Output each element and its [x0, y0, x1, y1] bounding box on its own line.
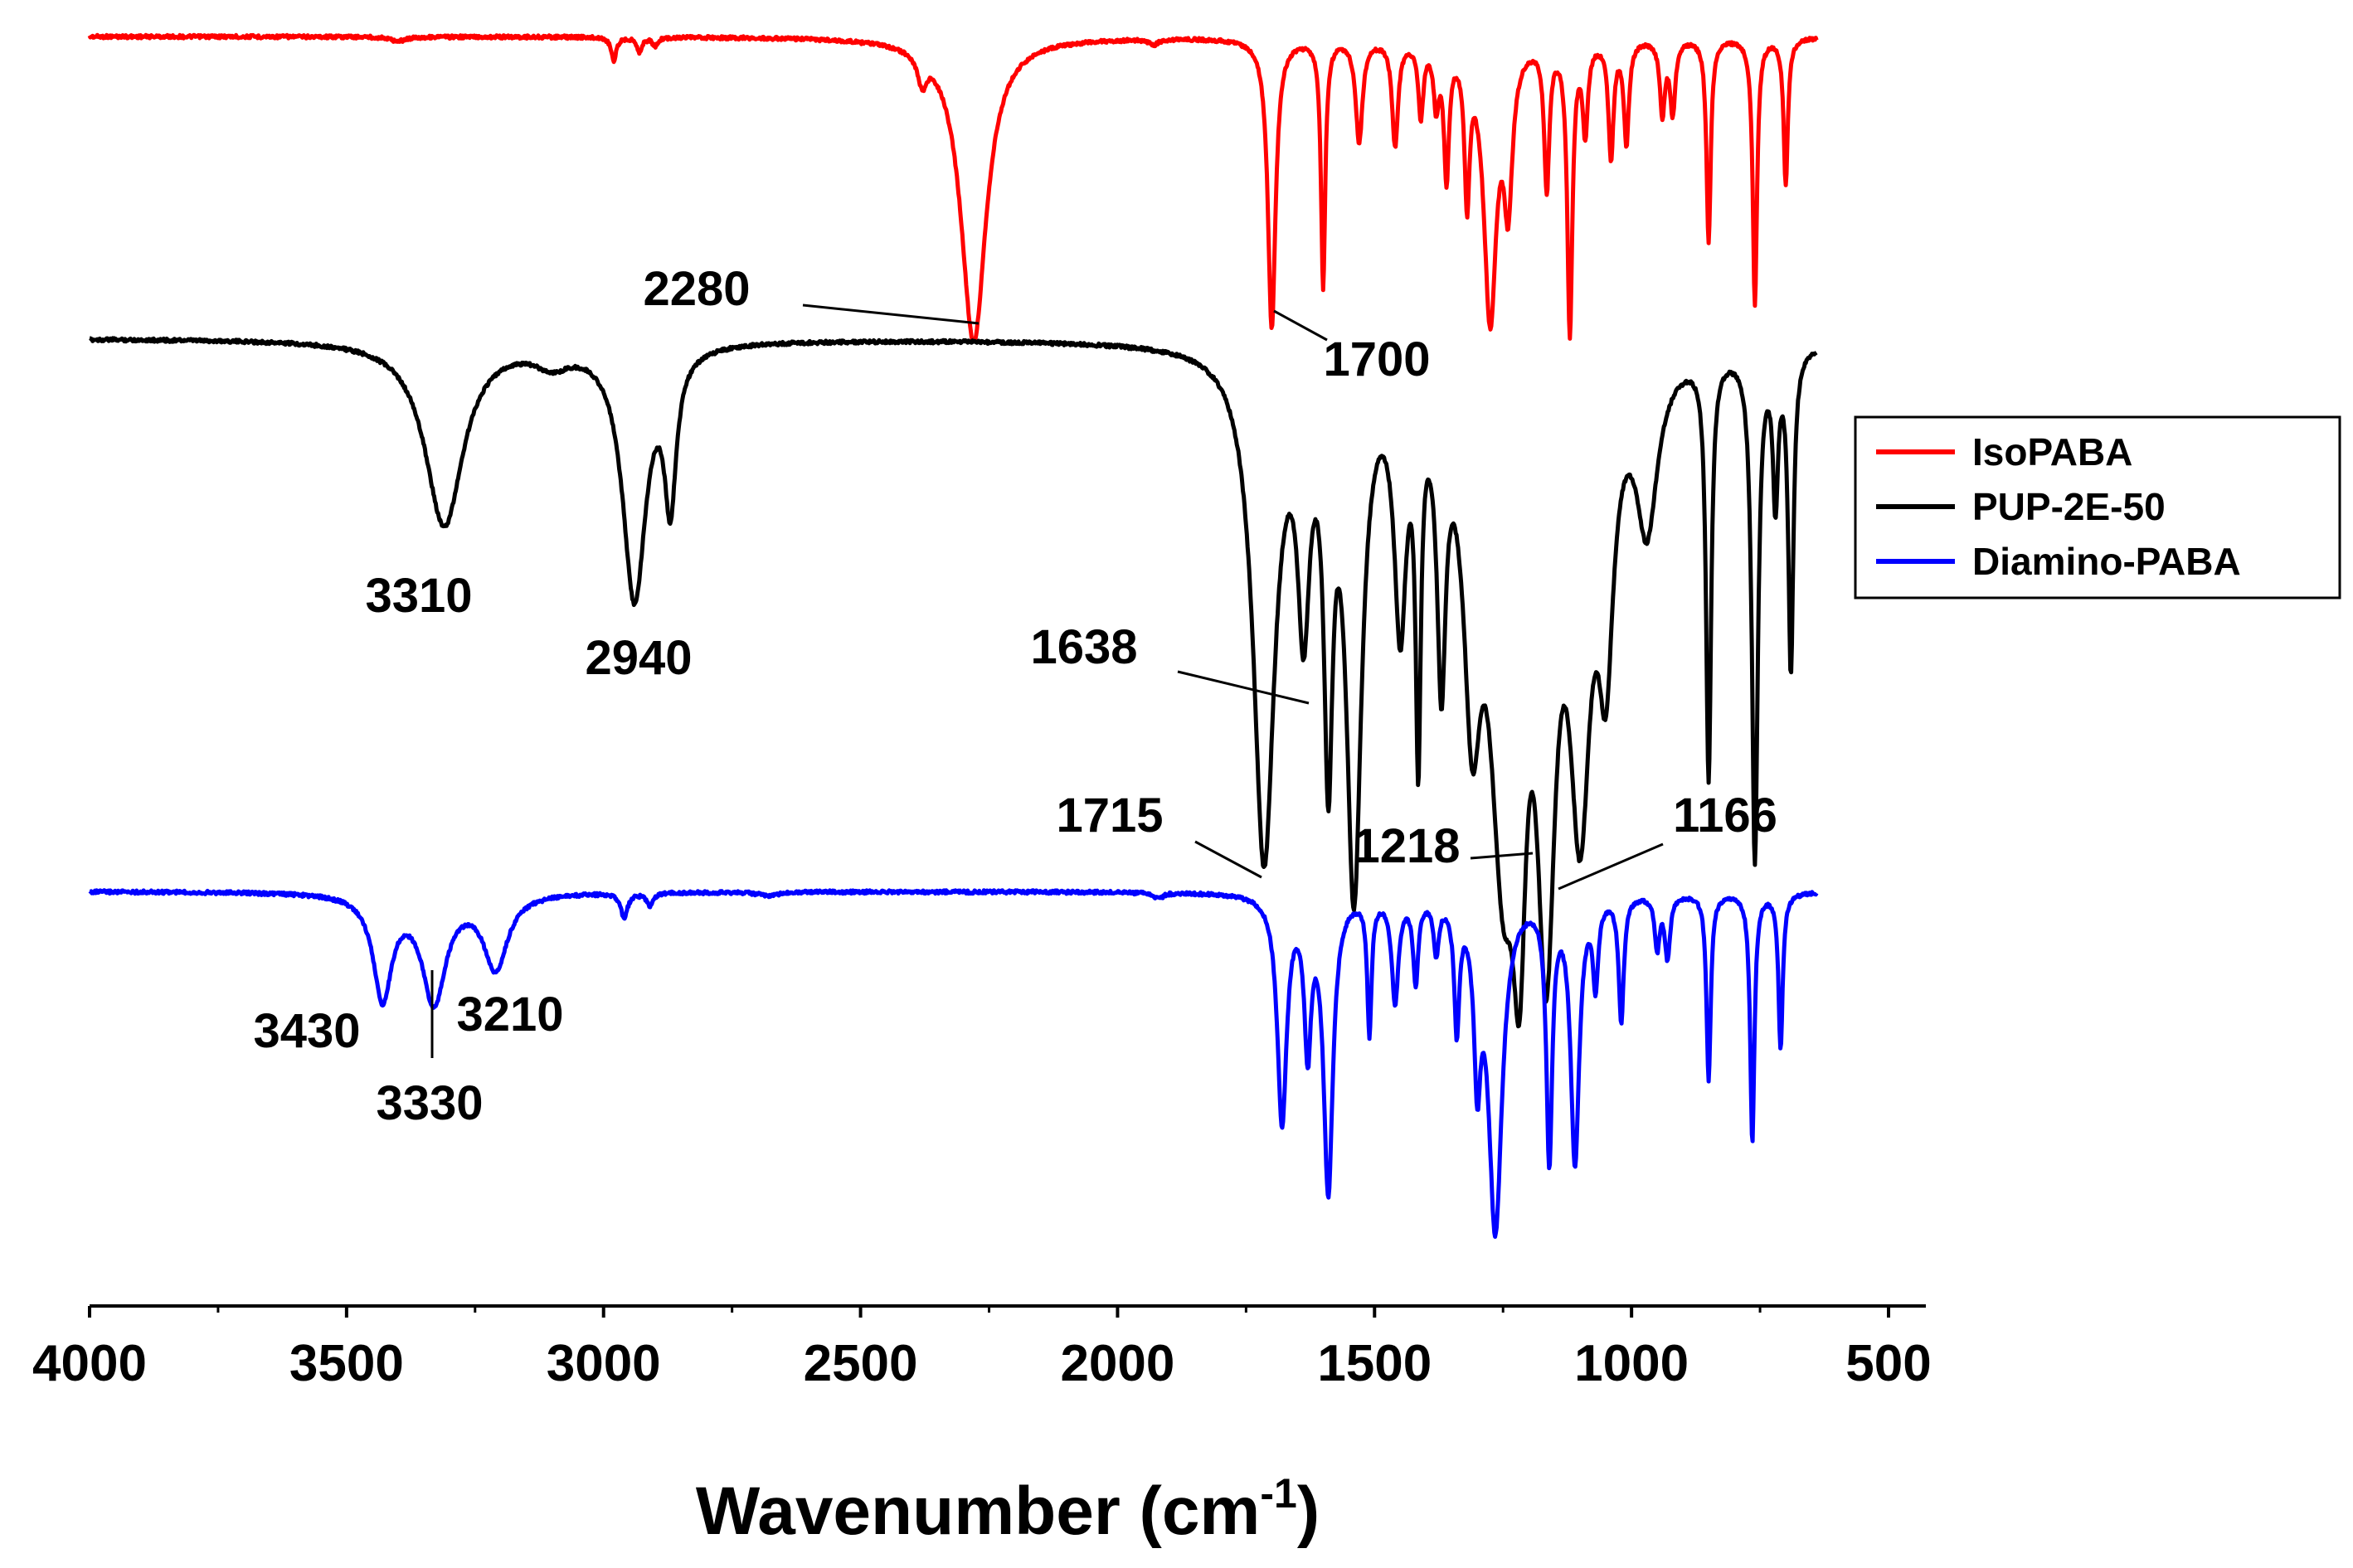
x-tick-label-1500: 1500 [1317, 1335, 1432, 1392]
peak-leader-1218 [1470, 852, 1534, 860]
x-tick-label-3500: 3500 [289, 1335, 404, 1392]
x-tick-label-500: 500 [1845, 1335, 1931, 1392]
series-line-isopaba [87, 32, 1819, 343]
x-tick-label-3000: 3000 [547, 1335, 661, 1392]
peak-leader-1715 [1194, 840, 1262, 879]
peak-leader-1638 [1177, 670, 1310, 705]
x-tick-label-1000: 1000 [1574, 1335, 1689, 1392]
x-axis: 4000 3500 3000 2500 2000 1500 1000 500 [32, 1304, 1932, 1392]
legend: IsoPABA PUP-2E-50 Diamino-PABA [1854, 415, 2341, 600]
peak-label-2940: 2940 [585, 631, 692, 685]
legend-label-diamino-paba: Diamino-PABA [1972, 540, 2241, 583]
legend-label-pup-2e-50: PUP-2E-50 [1972, 485, 2166, 528]
x-tick-label-2500: 2500 [804, 1335, 918, 1392]
peak-label-3430: 3430 [253, 1004, 360, 1058]
peak-label-3330: 3330 [376, 1076, 483, 1130]
peak-annotations: 2280 1700 3310 2940 1638 1715 1218 1166 3430 3330… [253, 262, 1777, 1130]
legend-label-isopaba: IsoPABA [1972, 430, 2132, 473]
peak-label-3310: 3310 [365, 569, 472, 623]
peak-label-2280: 2280 [643, 262, 750, 316]
x-axis-title: Wavenumber (cm-1) [696, 1470, 1320, 1549]
peak-leader-1700 [1273, 309, 1328, 342]
x-tick-label-2000: 2000 [1060, 1335, 1174, 1392]
peak-label-1638: 1638 [1030, 620, 1137, 674]
peak-label-1166: 1166 [1673, 789, 1777, 842]
peak-leader-2280 [802, 303, 980, 325]
spectra-series [87, 32, 1819, 1239]
series-line-diamino-paba [88, 888, 1819, 1239]
peak-label-1715: 1715 [1056, 789, 1163, 842]
peak-label-1700: 1700 [1323, 333, 1430, 386]
peak-label-1218: 1218 [1353, 819, 1460, 873]
peak-leader-1166 [1558, 842, 1664, 891]
series-line-pup-2e-50 [88, 336, 1818, 1029]
x-tick-label-4000: 4000 [32, 1335, 147, 1392]
peak-label-3210: 3210 [456, 988, 563, 1041]
